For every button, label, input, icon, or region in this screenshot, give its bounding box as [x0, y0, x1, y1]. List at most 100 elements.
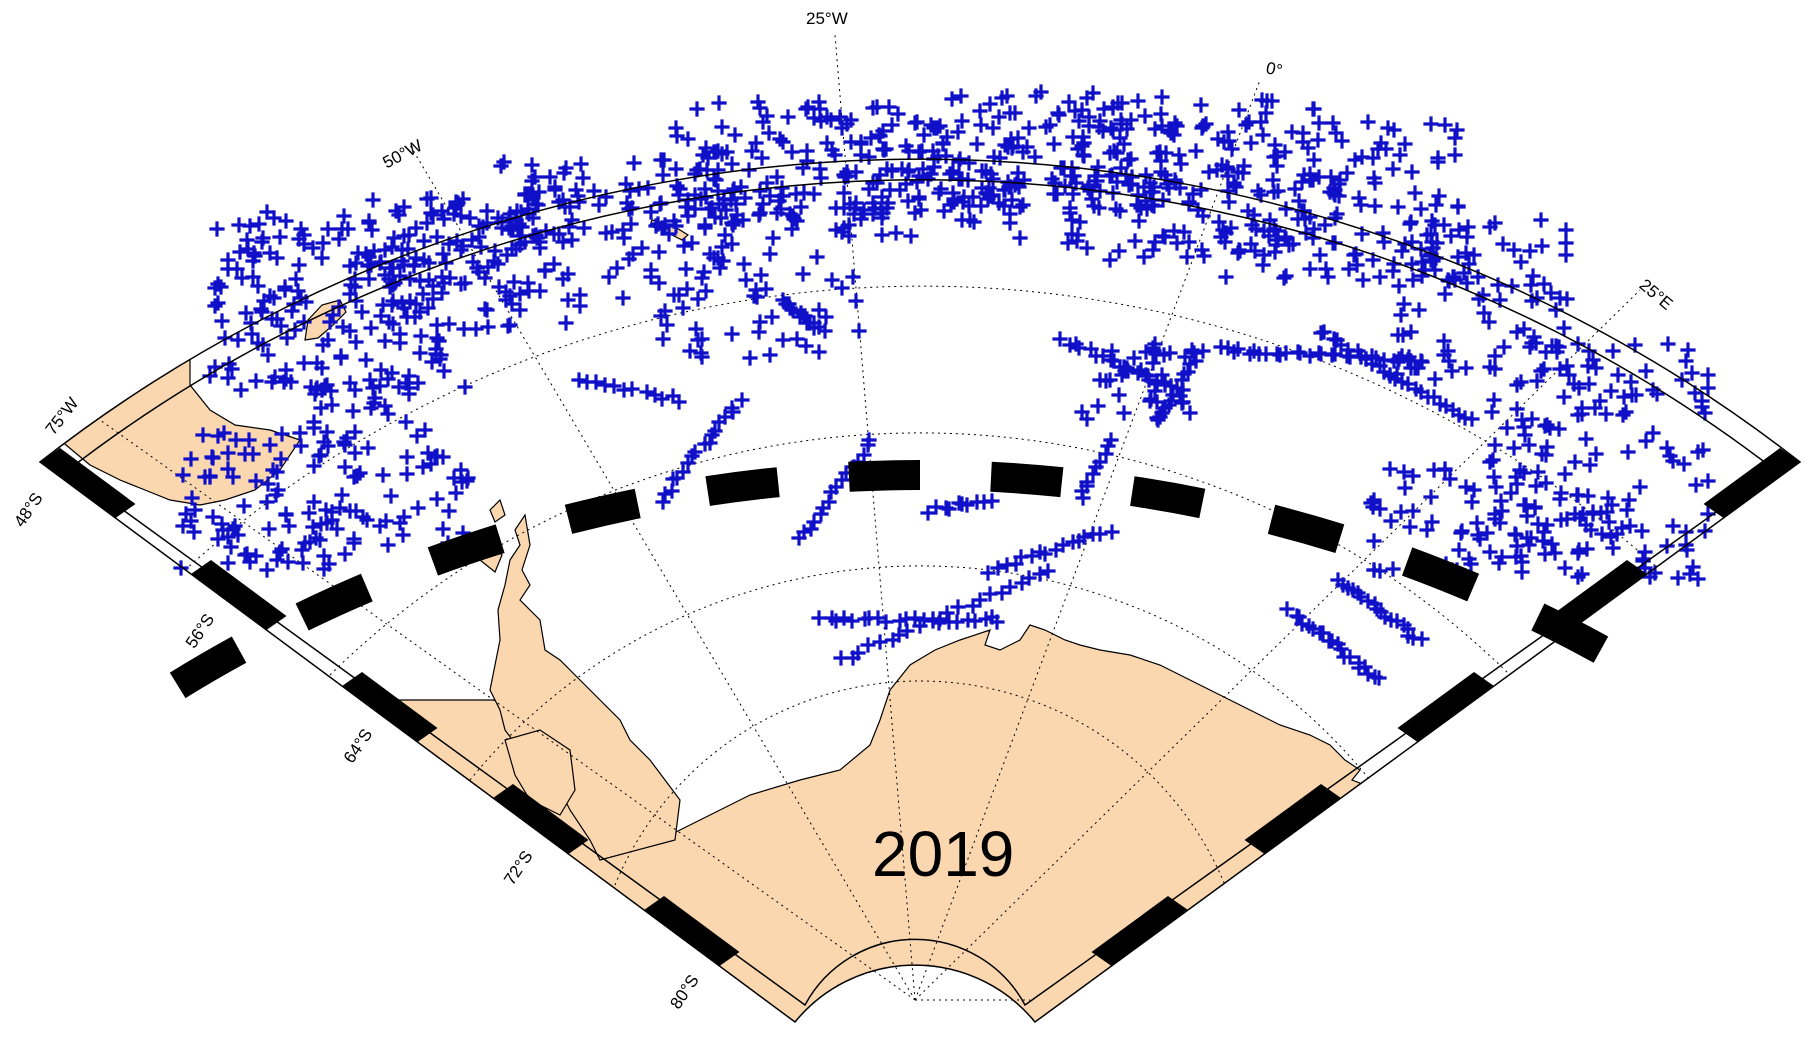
observation-marker: [1426, 389, 1442, 405]
observation-marker: [306, 494, 322, 510]
observation-marker: [669, 178, 685, 194]
observation-marker: [1226, 177, 1242, 193]
observation-marker: [316, 561, 332, 577]
observation-marker: [340, 221, 356, 237]
lat-label-80s: 80°S: [666, 971, 702, 1012]
observation-marker: [1027, 149, 1043, 165]
observation-marker: [1634, 523, 1650, 539]
observation-marker: [1588, 360, 1604, 376]
observation-marker: [187, 502, 203, 518]
observation-marker: [1156, 347, 1172, 363]
observation-marker: [1447, 147, 1463, 163]
observation-marker: [209, 221, 225, 237]
observation-marker: [863, 130, 879, 146]
observation-marker: [1116, 136, 1132, 152]
falkland-islands: [304, 299, 347, 341]
observation-marker: [811, 94, 827, 110]
observation-marker: [1012, 230, 1028, 246]
observation-marker: [337, 459, 353, 475]
observation-marker: [1458, 245, 1474, 261]
observation-marker: [911, 191, 927, 207]
observation-marker: [1506, 440, 1522, 456]
observation-marker: [290, 283, 306, 299]
observation-marker: [1044, 171, 1060, 187]
observation-marker: [1130, 365, 1146, 381]
observation-marker: [723, 192, 739, 208]
observation-marker: [217, 330, 233, 346]
observation-marker: [900, 164, 916, 180]
observation-marker: [186, 524, 202, 540]
observation-marker: [765, 230, 781, 246]
observation-marker: [1578, 431, 1594, 447]
observation-marker: [384, 297, 400, 313]
graticule: [99, 34, 1661, 1001]
observation-marker: [1427, 217, 1443, 233]
observation-marker: [345, 403, 361, 419]
observation-marker: [1351, 190, 1367, 206]
observation-marker: [1277, 144, 1293, 160]
observation-marker: [689, 101, 705, 117]
observation-marker: [1482, 454, 1498, 470]
observation-marker: [1594, 526, 1610, 542]
observation-marker: [1508, 469, 1524, 485]
observation-marker: [173, 560, 189, 576]
observation-marker: [254, 234, 270, 250]
observation-marker: [824, 272, 840, 288]
observation-marker: [1561, 367, 1577, 383]
observation-marker: [1405, 468, 1421, 484]
observation-marker: [1346, 247, 1362, 263]
observation-marker: [1079, 90, 1095, 106]
observation-marker: [994, 585, 1010, 601]
observation-marker: [1543, 285, 1559, 301]
observation-marker: [1005, 138, 1021, 154]
observation-marker: [1086, 198, 1102, 214]
observation-marker: [1609, 526, 1625, 542]
observation-marker: [1278, 345, 1294, 361]
observation-marker: [1459, 275, 1475, 291]
observation-marker: [498, 284, 514, 300]
observation-marker: [842, 196, 858, 212]
observation-marker: [974, 163, 990, 179]
observation-marker: [1354, 149, 1370, 165]
observation-marker: [1146, 198, 1162, 214]
observation-marker: [1163, 378, 1179, 394]
observation-marker: [272, 229, 288, 245]
frame-band: [427, 524, 505, 576]
observation-marker: [1482, 359, 1498, 375]
observation-marker: [725, 183, 741, 199]
observation-marker: [793, 199, 809, 215]
observation-marker: [401, 386, 417, 402]
observation-marker: [447, 200, 463, 216]
observation-marker: [1539, 417, 1555, 433]
observation-marker: [551, 226, 567, 242]
observation-marker: [861, 432, 877, 448]
observation-marker: [1195, 343, 1211, 359]
observation-marker: [1294, 616, 1310, 632]
observation-marker: [1138, 167, 1154, 183]
observation-marker: [982, 188, 998, 204]
observation-marker: [1230, 341, 1246, 357]
observation-marker: [1065, 129, 1081, 145]
observation-marker: [1124, 169, 1140, 185]
observation-marker: [665, 388, 681, 404]
observation-marker: [1414, 254, 1430, 270]
observation-marker: [429, 229, 445, 245]
observation-marker: [436, 275, 452, 291]
observation-marker: [682, 343, 698, 359]
observation-marker: [210, 428, 226, 444]
observation-marker: [1424, 514, 1440, 530]
observation-marker: [1509, 538, 1525, 554]
observation-marker: [615, 290, 631, 306]
observation-marker: [591, 197, 607, 213]
observation-marker: [832, 109, 848, 125]
observation-marker: [1062, 205, 1078, 221]
observation-marker: [441, 503, 457, 519]
observation-marker: [771, 193, 787, 209]
observation-marker: [401, 368, 417, 384]
observation-marker: [969, 136, 985, 152]
observation-marker: [1333, 641, 1349, 657]
observation-marker: [531, 184, 547, 200]
observation-marker: [1458, 360, 1474, 376]
observation-marker: [679, 281, 695, 297]
observation-marker: [912, 618, 928, 634]
